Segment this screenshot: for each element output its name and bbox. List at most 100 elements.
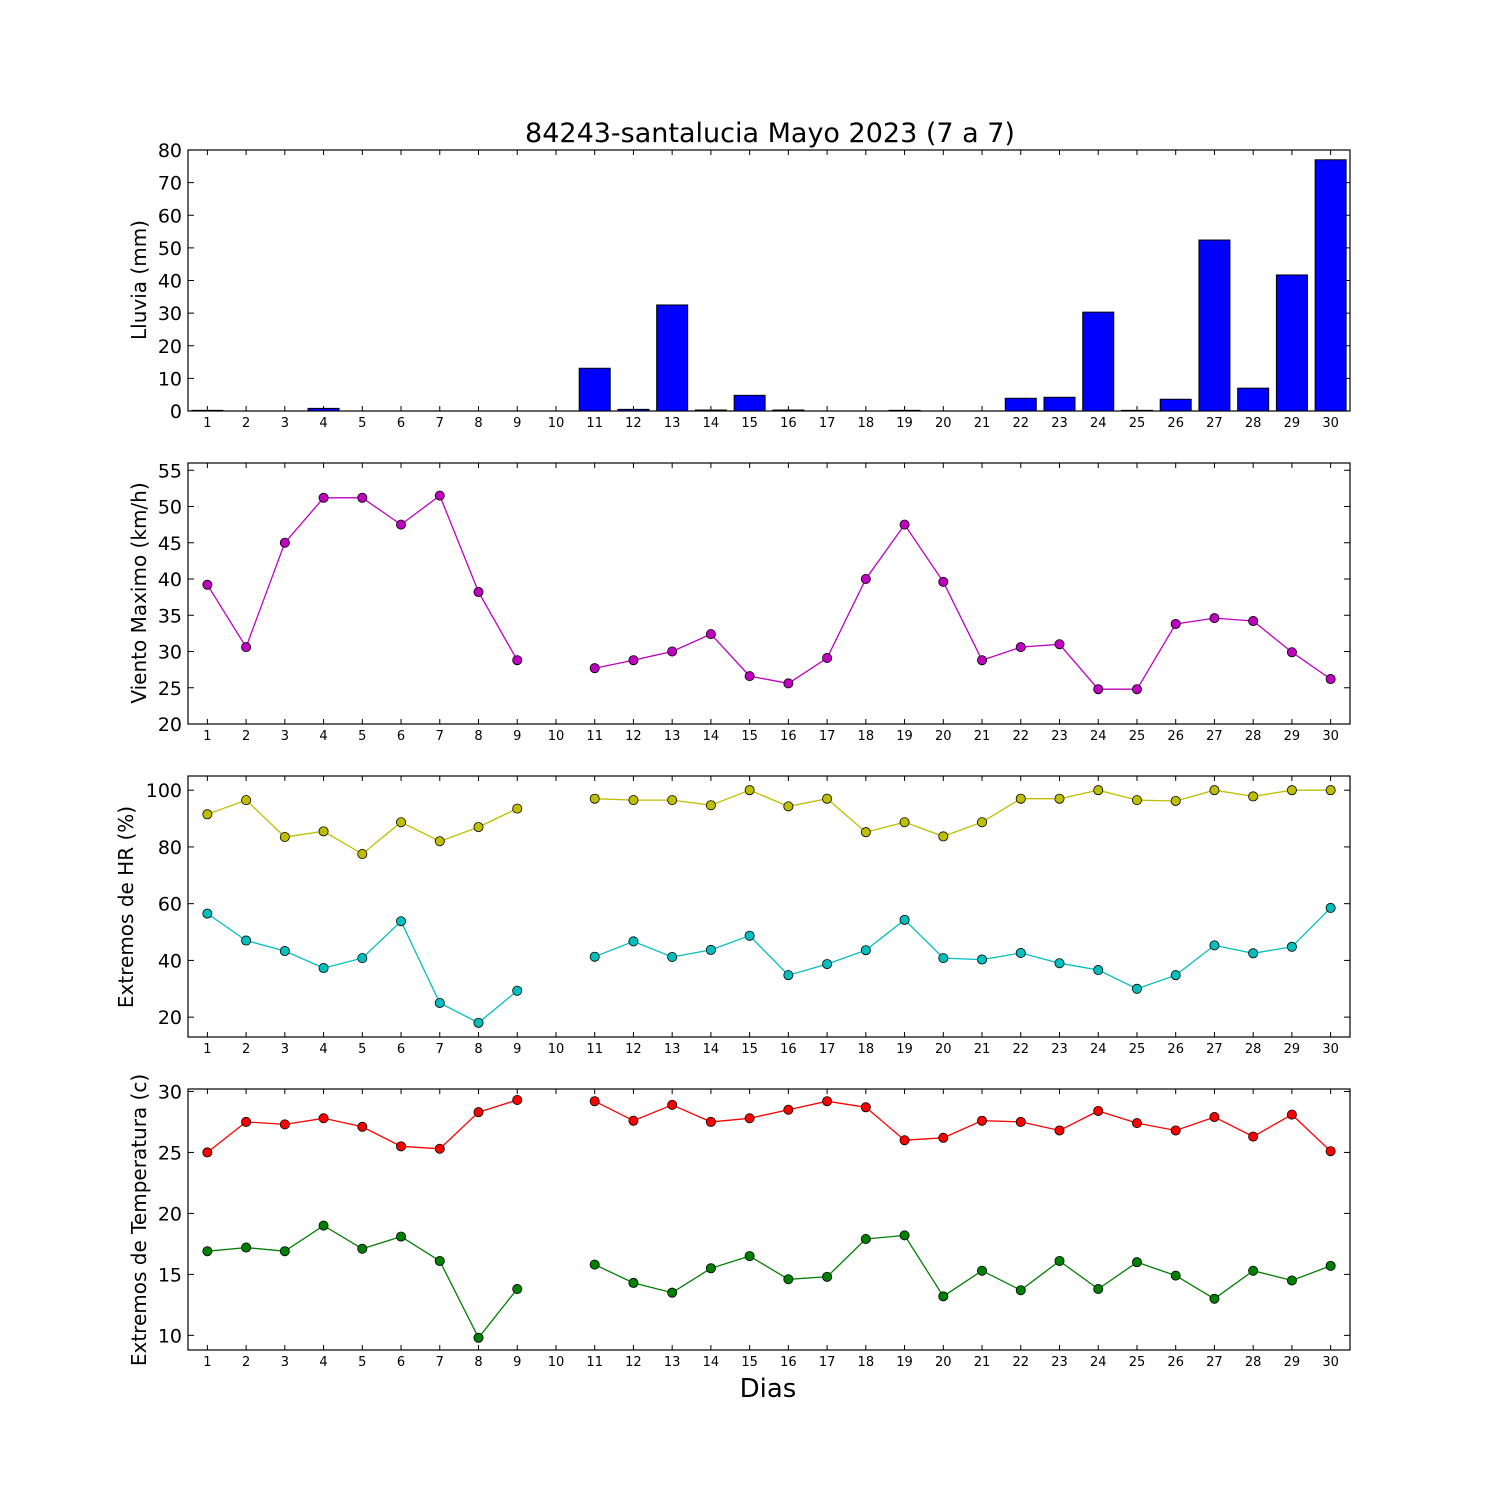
y-tick-label: 50 bbox=[158, 497, 182, 519]
x-tick-label: 28 bbox=[1245, 1042, 1262, 1057]
data-point bbox=[1015, 1285, 1026, 1296]
data-point bbox=[1325, 902, 1336, 913]
x-tick-label: 13 bbox=[664, 1042, 681, 1057]
data-point bbox=[822, 1271, 833, 1282]
x-tick-label: 11 bbox=[586, 416, 603, 431]
data-point bbox=[1170, 970, 1181, 981]
rain-bar bbox=[307, 407, 340, 412]
x-tick-label: 12 bbox=[625, 729, 642, 744]
data-point bbox=[744, 1113, 755, 1124]
data-point bbox=[241, 935, 252, 946]
x-tick-label: 10 bbox=[548, 729, 565, 744]
data-point bbox=[1325, 1146, 1336, 1157]
x-tick-label: 21 bbox=[974, 1355, 991, 1370]
data-point bbox=[1131, 1257, 1142, 1268]
x-tick-label: 26 bbox=[1167, 1042, 1184, 1057]
data-point bbox=[279, 1119, 290, 1130]
data-point bbox=[473, 587, 484, 598]
x-tick-label: 29 bbox=[1284, 416, 1301, 431]
data-point bbox=[396, 1231, 407, 1242]
y-tick-label: 20 bbox=[158, 714, 182, 736]
x-tick-label: 16 bbox=[780, 1355, 797, 1370]
y-tick-label: 40 bbox=[158, 950, 182, 972]
x-tick-label: 1 bbox=[203, 729, 211, 744]
data-point bbox=[357, 492, 368, 503]
data-point bbox=[1325, 1260, 1336, 1271]
data-point bbox=[860, 1234, 871, 1245]
data-point bbox=[667, 646, 678, 657]
data-point bbox=[977, 1265, 988, 1276]
data-point bbox=[1131, 795, 1142, 806]
data-point bbox=[589, 951, 600, 962]
data-point bbox=[279, 537, 290, 548]
data-point bbox=[860, 827, 871, 838]
data-point bbox=[1093, 965, 1104, 976]
x-tick-label: 24 bbox=[1090, 729, 1107, 744]
x-tick-label: 25 bbox=[1129, 416, 1146, 431]
rain-bar bbox=[1314, 159, 1347, 412]
x-tick-label: 11 bbox=[586, 1042, 603, 1057]
x-tick-label: 18 bbox=[858, 1355, 875, 1370]
x-tick-label: 9 bbox=[513, 1355, 521, 1370]
data-point bbox=[357, 953, 368, 964]
x-tick-label: 19 bbox=[896, 416, 913, 431]
y-tick-label: 25 bbox=[158, 678, 182, 700]
y-tick-label: 40 bbox=[158, 271, 182, 293]
x-tick-label: 9 bbox=[513, 1042, 521, 1057]
x-tick-label: 23 bbox=[1051, 1355, 1068, 1370]
data-point bbox=[822, 653, 833, 664]
x-tick-label: 25 bbox=[1129, 1042, 1146, 1057]
x-tick-label: 5 bbox=[358, 729, 366, 744]
x-tick-label: 6 bbox=[397, 729, 405, 744]
x-tick-label: 14 bbox=[703, 729, 720, 744]
x-tick-label: 18 bbox=[858, 1042, 875, 1057]
x-tick-label: 13 bbox=[664, 1355, 681, 1370]
rain-bar bbox=[772, 409, 805, 412]
x-tick-label: 30 bbox=[1322, 416, 1339, 431]
x-tick-label: 3 bbox=[281, 1042, 289, 1057]
data-point bbox=[1093, 1105, 1104, 1116]
x-tick-label: 3 bbox=[281, 416, 289, 431]
data-point bbox=[357, 1243, 368, 1254]
data-point bbox=[1093, 785, 1104, 796]
x-tick-label: 29 bbox=[1284, 729, 1301, 744]
data-point bbox=[977, 817, 988, 828]
figure-title: 84243-santalucia Mayo 2023 (7 a 7) bbox=[525, 118, 1015, 149]
data-point bbox=[279, 831, 290, 842]
x-tick-label: 27 bbox=[1206, 729, 1223, 744]
data-point bbox=[396, 817, 407, 828]
data-point bbox=[1209, 1112, 1220, 1123]
x-tick-label: 25 bbox=[1129, 729, 1146, 744]
x-tick-label: 30 bbox=[1322, 729, 1339, 744]
x-tick-label: 30 bbox=[1322, 1042, 1339, 1057]
data-point bbox=[822, 793, 833, 804]
x-tick-label: 19 bbox=[896, 1355, 913, 1370]
data-point bbox=[512, 803, 523, 814]
x-tick-label: 13 bbox=[664, 729, 681, 744]
data-point bbox=[938, 1291, 949, 1302]
x-tick-label: 11 bbox=[586, 729, 603, 744]
x-tick-label: 20 bbox=[935, 416, 952, 431]
data-point bbox=[202, 908, 213, 919]
rain-bar bbox=[617, 408, 650, 412]
data-point bbox=[938, 1132, 949, 1143]
y-tick-label: 80 bbox=[158, 837, 182, 859]
x-tick-label: 6 bbox=[397, 1042, 405, 1057]
x-tick-label: 29 bbox=[1284, 1355, 1301, 1370]
data-point bbox=[279, 946, 290, 957]
data-point bbox=[1054, 1255, 1065, 1266]
data-point bbox=[822, 1096, 833, 1107]
x-tick-label: 8 bbox=[474, 416, 482, 431]
x-tick-label: 13 bbox=[664, 416, 681, 431]
x-tick-label: 27 bbox=[1206, 1355, 1223, 1370]
data-point bbox=[1286, 647, 1297, 658]
x-tick-label: 20 bbox=[935, 1355, 952, 1370]
x-tick-label: 2 bbox=[242, 729, 250, 744]
y-tick-label: 55 bbox=[158, 460, 182, 482]
data-point bbox=[1248, 791, 1259, 802]
data-point bbox=[434, 1255, 445, 1266]
y-tick-label: 30 bbox=[158, 642, 182, 664]
ylabel-lluvia: Lluvia (mm) bbox=[127, 220, 151, 340]
plot-frame bbox=[187, 1088, 1351, 1351]
